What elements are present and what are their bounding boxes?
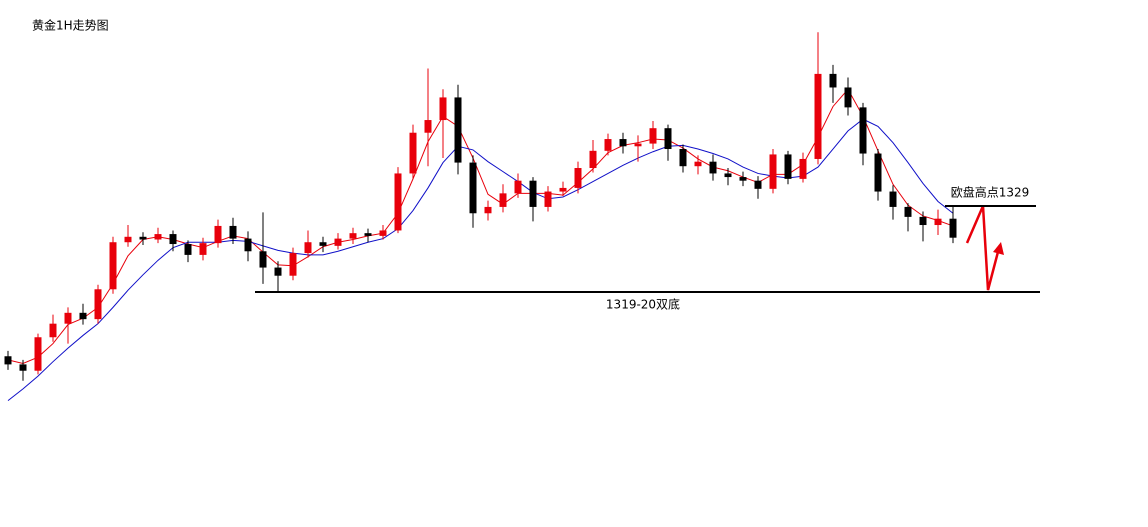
moving-average [7, 118, 954, 401]
candle-body [874, 153, 882, 192]
candle-body [724, 173, 732, 178]
candle-body [94, 289, 102, 320]
candle-body [34, 337, 42, 371]
candle-body [229, 225, 237, 239]
candle-body [334, 238, 342, 246]
candle-body [454, 97, 462, 163]
candle-body [604, 139, 612, 151]
candle-body [559, 187, 567, 192]
candle-body [184, 244, 192, 255]
candle-body [709, 161, 717, 174]
candle-body [64, 312, 72, 324]
candle-body [544, 191, 552, 207]
candle-body [79, 312, 87, 320]
candle-body [754, 180, 762, 189]
candle-body [49, 323, 57, 338]
candle-body [19, 364, 27, 371]
candle-body [274, 267, 282, 276]
candle-body [769, 154, 777, 189]
candle-body [829, 73, 837, 88]
projection-arrow [965, 205, 1004, 291]
candle-body [739, 177, 747, 181]
candle-body [679, 149, 687, 167]
candle-body [889, 191, 897, 207]
candle-body [904, 206, 912, 217]
candle-body [634, 143, 642, 147]
candle-body [319, 242, 327, 246]
candle-body [514, 180, 522, 194]
level-label: 欧盘高点1329 [951, 185, 1030, 200]
candle-body [844, 87, 852, 108]
moving-average [7, 88, 954, 365]
candle-body [409, 132, 417, 174]
candle-body [424, 120, 432, 133]
candle-body [934, 218, 942, 226]
candle-body [4, 356, 12, 365]
candle-body [304, 242, 312, 254]
candle-body [499, 193, 507, 207]
candle-body [139, 236, 147, 240]
candle-body [364, 233, 372, 236]
candle-body [589, 150, 597, 169]
candle-body [919, 216, 927, 226]
candle-body [379, 230, 387, 236]
candle-body [784, 154, 792, 179]
candle-body [394, 173, 402, 231]
candle-body [439, 97, 447, 121]
candle-body [124, 236, 132, 243]
candle-body [214, 225, 222, 244]
candle-body [484, 206, 492, 214]
candle-body [259, 251, 267, 268]
candle-body [169, 234, 177, 245]
candle-body [814, 73, 822, 159]
candle-body [109, 242, 117, 290]
candle-body [199, 243, 207, 255]
candle-body [154, 234, 162, 240]
level-label: 1319-20双底 [606, 297, 680, 312]
candle-body [619, 139, 627, 147]
candle-body [574, 168, 582, 188]
chart-title: 黄金1H走势图 [32, 18, 109, 33]
candle-body [649, 128, 657, 144]
candle-body [949, 218, 957, 238]
candle-body [799, 158, 807, 179]
candle-body [529, 180, 537, 207]
candle-body [859, 107, 867, 154]
candle-body [289, 253, 297, 276]
candle-body [244, 238, 252, 252]
candle-body [469, 162, 477, 214]
candle-body [694, 161, 702, 167]
candle-body [664, 128, 672, 150]
candle-body [349, 233, 357, 239]
